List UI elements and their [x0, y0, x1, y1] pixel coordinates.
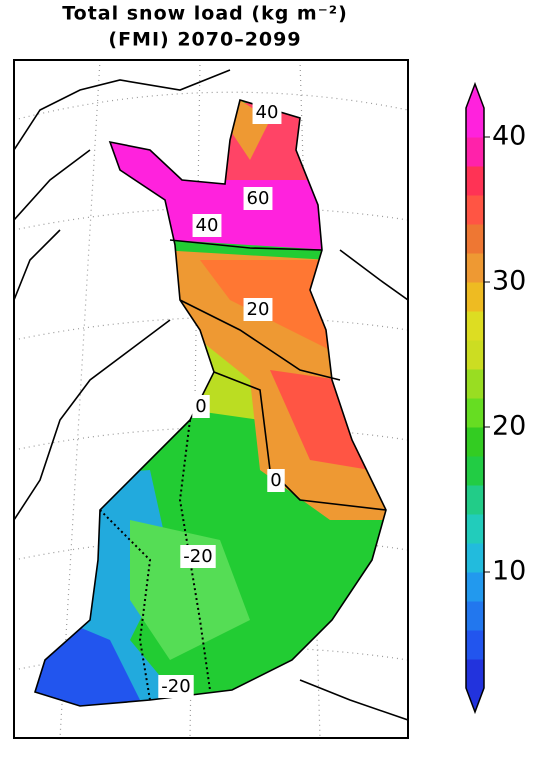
colorbar-step [466, 282, 484, 312]
contour-label-box [243, 187, 273, 210]
colorbar-step [466, 659, 484, 689]
colorbar-outline [465, 81, 485, 715]
colorbar-step [466, 601, 484, 631]
colorbar-tick-label: 30 [492, 266, 526, 297]
contour-label: 60 [247, 188, 270, 209]
contour-label-box [252, 101, 282, 124]
contour-label-box [243, 298, 273, 321]
colorbar-step [466, 166, 484, 196]
map-frame [13, 59, 409, 739]
contour-label: 20 [247, 299, 270, 320]
contour-label-box [267, 469, 285, 492]
contour-label: -20 [183, 546, 212, 567]
subtitle: (FMI) 2070–2099 [108, 29, 301, 51]
colorbar-step [466, 340, 484, 370]
colorbar-step [466, 311, 484, 341]
contour-label: -20 [161, 676, 190, 697]
colorbar-tick-label: 10 [492, 556, 526, 587]
contour-label: 0 [195, 396, 206, 417]
contour-label-box [192, 395, 210, 418]
colorbar-step [466, 427, 484, 457]
colorbar-step [466, 369, 484, 399]
colorbar-step [466, 137, 484, 167]
contour-label: 40 [256, 102, 279, 123]
colorbar-tick-label: 20 [492, 411, 526, 442]
colorbar-step [466, 195, 484, 225]
colorbar-step [466, 108, 484, 138]
contour-label: 40 [196, 215, 219, 236]
colorbar-step [466, 630, 484, 660]
colorbar-step [466, 514, 484, 544]
contour-label-box [192, 214, 222, 237]
colorbar-step [466, 224, 484, 254]
colorbar-step [466, 543, 484, 573]
colorbar-arrow-low [466, 688, 484, 712]
colorbar-step [466, 572, 484, 602]
title: Total snow load (kg m⁻²) [62, 3, 348, 25]
contour-label-box [158, 675, 194, 698]
colorbar-step [466, 456, 484, 486]
map: 40 60 40 20 0 0 -20 -20 [14, 60, 408, 738]
colorbar-step [466, 253, 484, 283]
colorbar-step [466, 398, 484, 428]
colorbar-arrow-high [466, 84, 484, 108]
colorbar-step [466, 485, 484, 515]
contour-label-box [180, 545, 216, 568]
colorbar-tick-label: 40 [492, 121, 526, 152]
contour-label: 0 [270, 470, 281, 491]
